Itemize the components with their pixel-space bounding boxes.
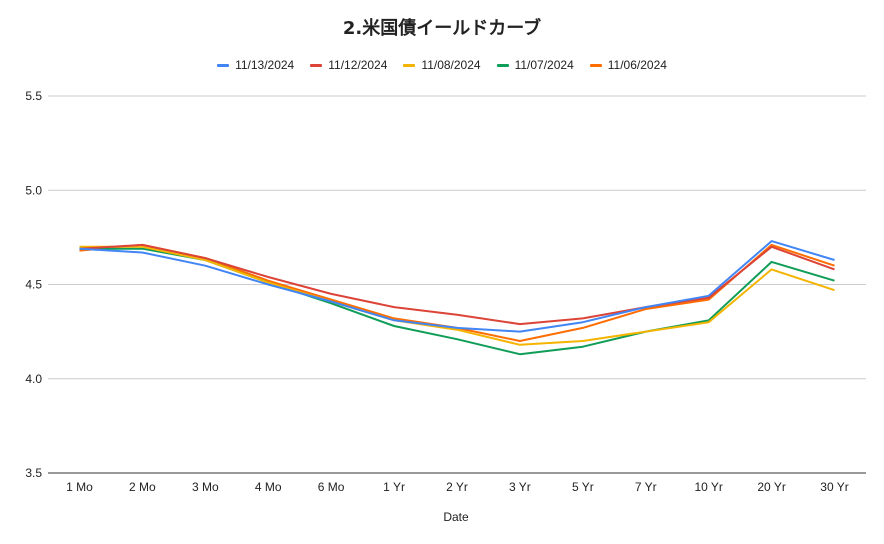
- legend-swatch: [496, 63, 509, 67]
- legend-item: 11/08/2024: [403, 58, 481, 72]
- x-tick-label: 2 Mo: [129, 480, 156, 494]
- legend-swatch: [403, 63, 416, 67]
- chart-title: 2.米国債イールドカーブ: [342, 18, 542, 39]
- legend-label: 11/07/2024: [514, 58, 574, 72]
- x-tick-label: 7 Yr: [635, 480, 657, 494]
- legend-item: 11/13/2024: [217, 58, 294, 72]
- x-tick-label: 6 Mo: [318, 480, 345, 494]
- legend-label: 11/13/2024: [235, 58, 295, 72]
- legend-item: 11/06/2024: [589, 58, 667, 72]
- y-tick-label: 4.5: [25, 278, 42, 292]
- series-line-11-06-2024: [79, 243, 835, 342]
- x-tick-label: 3 Yr: [509, 480, 531, 494]
- x-tick-label: 5 Yr: [572, 480, 594, 494]
- x-tick-label: 2 Yr: [446, 480, 468, 494]
- x-axis-title: Date: [443, 510, 469, 524]
- x-tick-label: 10 Yr: [694, 480, 722, 494]
- x-tick-label: 1 Mo: [66, 480, 93, 494]
- legend-label: 11/12/2024: [328, 58, 388, 72]
- series-line-11-13-2024: [79, 240, 835, 333]
- y-tick-label: 5.5: [25, 89, 42, 103]
- y-tick-label: 4.0: [25, 372, 42, 386]
- x-tick-label: 30 Yr: [820, 480, 848, 494]
- x-tick-label: 1 Yr: [383, 480, 405, 494]
- x-tick-label: 4 Mo: [255, 480, 282, 494]
- legend-swatch: [310, 63, 323, 67]
- x-tick-label: 20 Yr: [757, 480, 785, 494]
- series-line-11-12-2024: [79, 243, 835, 326]
- legend: 11/13/2024 11/12/2024 11/08/2024 11/07/2024…: [0, 58, 884, 72]
- legend-label: 11/06/2024: [607, 58, 667, 72]
- series-line-11-07-2024: [79, 247, 835, 356]
- x-tick-label: 3 Mo: [192, 480, 219, 494]
- legend-swatch: [589, 63, 602, 67]
- legend-item: 11/07/2024: [496, 58, 574, 72]
- legend-item: 11/12/2024: [310, 58, 387, 72]
- series-line-11-08-2024: [79, 245, 835, 346]
- legend-swatch: [217, 63, 230, 67]
- y-tick-label: 5.0: [25, 183, 42, 197]
- y-tick-label: 3.5: [25, 466, 42, 480]
- legend-label: 11/08/2024: [421, 58, 481, 72]
